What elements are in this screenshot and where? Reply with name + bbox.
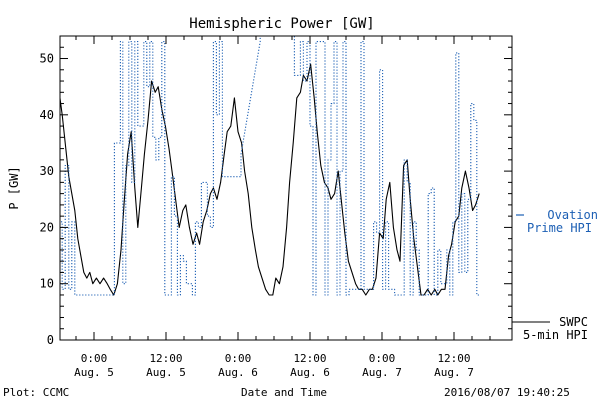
y-axis-label: P [GW] xyxy=(7,166,21,209)
y-tick-label: 40 xyxy=(40,108,54,122)
x-tick-date-label: Aug. 7 xyxy=(362,366,402,379)
y-tick-label: 10 xyxy=(40,277,54,291)
x-tick-date-label: Aug. 5 xyxy=(146,366,186,379)
x-tick-time-label: 12:00 xyxy=(437,352,470,365)
legend-label-ovation-line1: Ovation xyxy=(547,208,598,222)
legend-label-ovation-line2: Prime HPI xyxy=(527,221,592,235)
x-tick-date-label: Aug. 7 xyxy=(434,366,474,379)
footer-timestamp: 2016/08/07 19:40:25 xyxy=(444,386,570,399)
footer-plot-credit: Plot: CCMC xyxy=(3,386,69,399)
x-tick-time-label: 0:00 xyxy=(369,352,396,365)
legend-label-swpc-line1: SWPC xyxy=(559,315,588,329)
y-tick-label: 0 xyxy=(47,333,54,347)
x-tick-time-label: 12:00 xyxy=(149,352,182,365)
x-tick-date-label: Aug. 6 xyxy=(290,366,330,379)
y-tick-label: 30 xyxy=(40,164,54,178)
series-line-ovation-prime-hpi xyxy=(60,36,480,296)
series-layer xyxy=(60,36,480,296)
x-tick-time-label: 12:00 xyxy=(293,352,326,365)
x-axis-label: Date and Time xyxy=(241,386,327,399)
y-tick-label: 20 xyxy=(40,220,54,234)
x-tick-time-label: 0:00 xyxy=(81,352,108,365)
x-tick-date-label: Aug. 6 xyxy=(218,366,258,379)
y-tick-label: 50 xyxy=(40,52,54,66)
plot-frame xyxy=(59,35,513,341)
series-line-swpc-hpi xyxy=(60,63,480,296)
legend-label-swpc-line2: 5-min HPI xyxy=(523,328,588,342)
chart-title: Hemispheric Power [GW] xyxy=(189,16,374,32)
x-tick-time-label: 0:00 xyxy=(225,352,252,365)
x-tick-date-label: Aug. 5 xyxy=(74,366,114,379)
